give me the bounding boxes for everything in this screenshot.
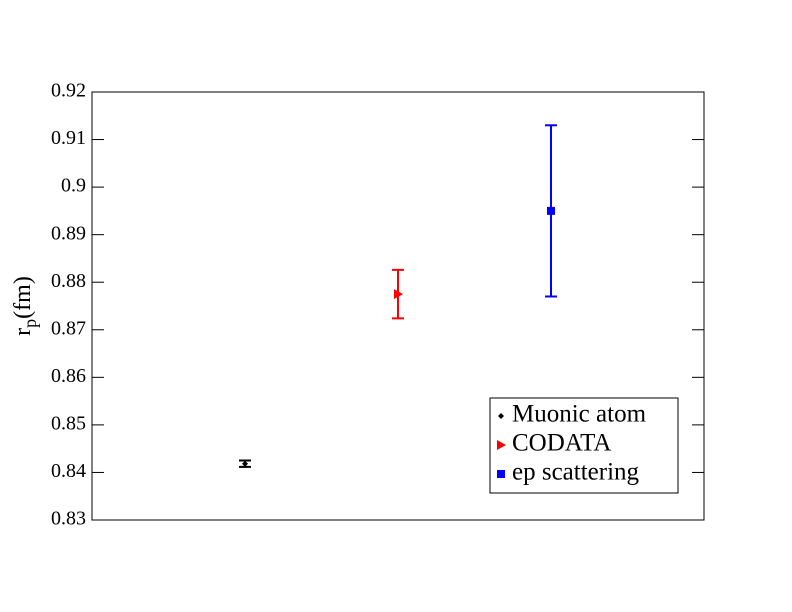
legend-marker bbox=[497, 440, 506, 450]
legend-box bbox=[489, 397, 679, 494]
y-tick-label: 0.88 bbox=[51, 270, 86, 292]
legend-label: CODATA bbox=[512, 430, 611, 457]
y-tick-label: 0.91 bbox=[51, 127, 86, 149]
y-tick-label: 0.83 bbox=[51, 508, 86, 530]
y-label-main: r bbox=[10, 328, 36, 336]
y-label-subscript: p bbox=[20, 319, 40, 328]
y-tick-label: 0.89 bbox=[51, 222, 86, 244]
y-tick-label: 0.86 bbox=[51, 365, 86, 387]
y-tick-label: 0.85 bbox=[51, 412, 86, 434]
y-tick-label: 0.87 bbox=[51, 317, 86, 339]
legend-label: Muonic atom bbox=[512, 401, 647, 428]
y-label-unit: (fm) bbox=[10, 276, 36, 319]
plot-frame bbox=[91, 91, 705, 521]
y-axis-label: rp(fm) bbox=[10, 276, 41, 336]
y-tick-label: 0.84 bbox=[51, 460, 86, 482]
y-tick-label: 0.9 bbox=[61, 175, 86, 197]
data-point bbox=[547, 206, 555, 215]
y-tick-label: 0.92 bbox=[51, 80, 86, 102]
legend-marker bbox=[497, 470, 505, 478]
data-point bbox=[394, 289, 403, 300]
legend-marker bbox=[498, 413, 504, 419]
legend-label: ep scattering bbox=[512, 459, 640, 486]
data-point bbox=[242, 460, 248, 467]
